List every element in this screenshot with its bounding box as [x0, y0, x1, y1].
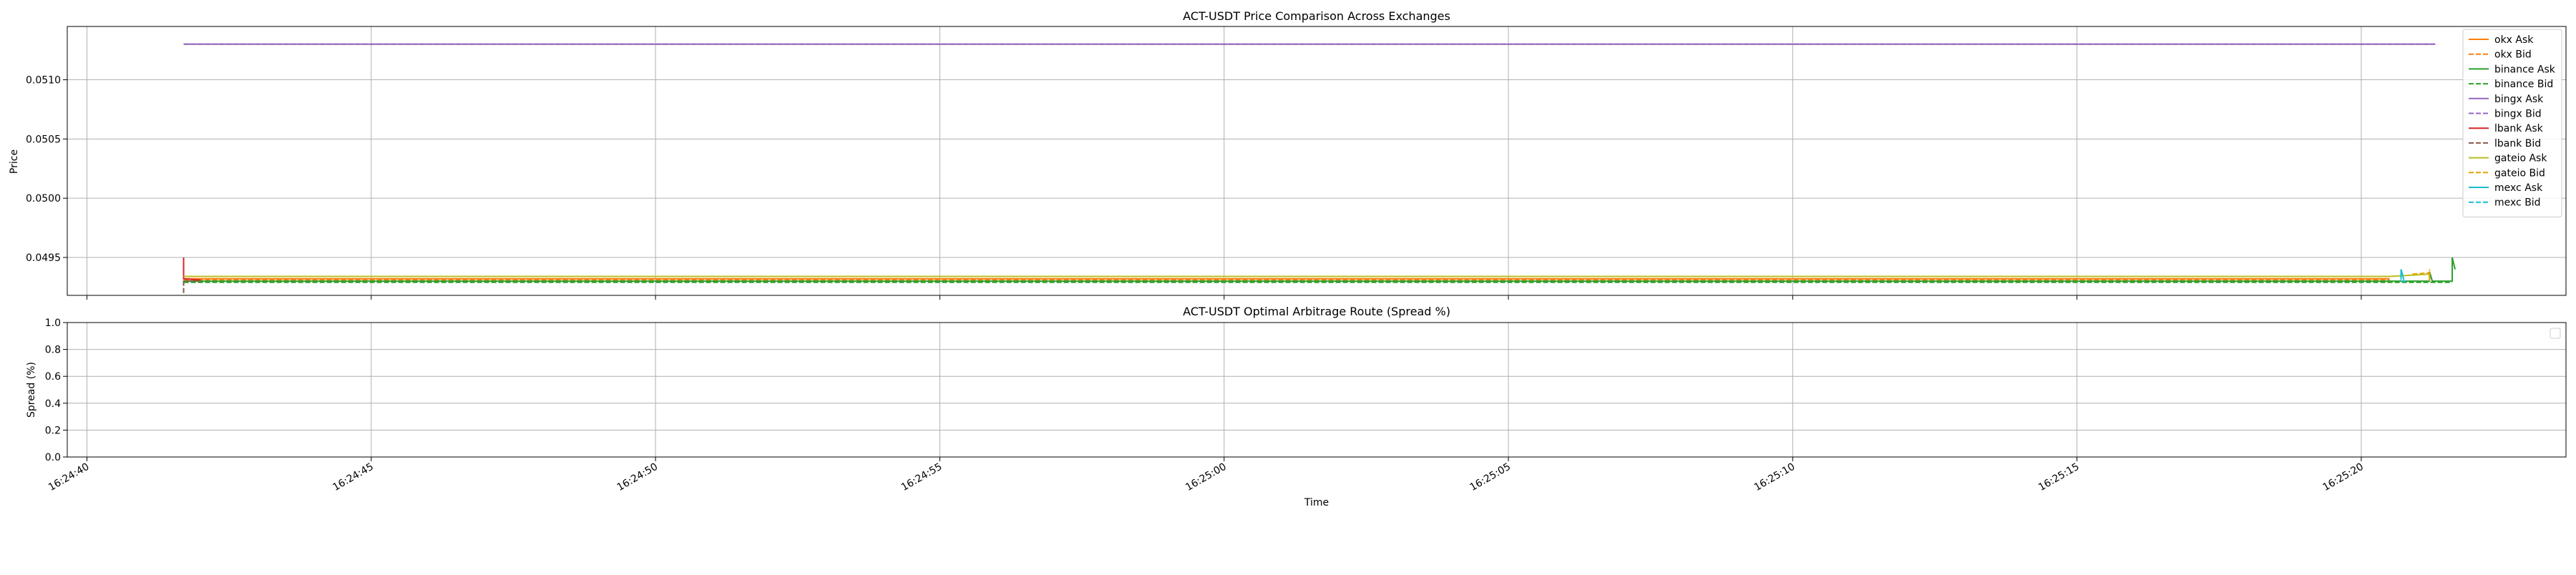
- spread-plot-frame: [67, 322, 2567, 458]
- price-y-tick-label: 0.0510: [26, 75, 61, 87]
- legend-label: lbank Ask: [2494, 123, 2544, 134]
- spread-y-axis: 0.0 0.2 0.4 0.6 0.8 1.0: [45, 318, 67, 463]
- legend-label: gateio Ask: [2494, 153, 2547, 164]
- series-line-mexc-ask: [2400, 269, 2405, 280]
- legend-label: mexc Bid: [2494, 197, 2541, 209]
- legend-label: gateio Bid: [2494, 167, 2545, 179]
- legend-label: mexc Ask: [2494, 182, 2543, 194]
- price-chart-title: ACT-USDT Price Comparison Across Exchang…: [1183, 9, 1450, 23]
- price-legend: okx Ask okx Bid binance Ask binance Bid bing…: [2462, 29, 2562, 217]
- spread-panel: 0.00.20.40.60.81.0 16:24:40 16:24:45 16:24…: [26, 305, 2567, 508]
- spread-y-tick-label: 0.2: [45, 425, 61, 436]
- series-line-gateio-bid: [2412, 269, 2431, 282]
- spread-chart-title: ACT-USDT Optimal Arbitrage Route (Spread…: [1183, 305, 1450, 318]
- legend-label: lbank Bid: [2494, 138, 2541, 149]
- price-y-axis: 0.0495 0.0500 0.0505 0.0510: [26, 75, 67, 264]
- spread-y-tick-label: 0.4: [45, 398, 61, 410]
- legend-label: bingx Bid: [2494, 109, 2542, 120]
- price-panel: 0.0495 0.0500 0.0505 0.0510 ACT-USDT Price …: [9, 9, 2567, 300]
- spread-y-tick-label: 0.0: [45, 452, 61, 463]
- price-plot-frame: [67, 26, 2567, 296]
- legend-label: bingx Ask: [2494, 94, 2544, 105]
- price-legend-box: [2462, 29, 2562, 217]
- price-y-tick-label: 0.0500: [26, 193, 61, 205]
- price-y-axis-label: Price: [9, 149, 20, 174]
- spread-y-tick-label: 0.6: [45, 371, 61, 383]
- series-line-lbank-ask: [182, 257, 201, 281]
- legend-label: okx Bid: [2494, 49, 2532, 61]
- spread-y-tick-label: 0.8: [45, 345, 61, 356]
- legend-label: binance Ask: [2494, 64, 2556, 75]
- spread-x-axis-label: Time: [1304, 497, 1329, 508]
- price-grid: [67, 26, 2566, 295]
- price-x-axis: [87, 295, 2362, 300]
- spread-y-axis-label: Spread (%): [26, 362, 37, 418]
- price-series-lines: [182, 43, 2456, 293]
- legend-label: binance Bid: [2494, 79, 2553, 90]
- price-y-tick-label: 0.0495: [26, 252, 61, 264]
- spread-y-tick-label: 1.0: [45, 318, 61, 329]
- legend-label: okx Ask: [2494, 34, 2534, 46]
- spread-legend-box: [2550, 328, 2561, 339]
- spread-plot-area: [67, 323, 2566, 457]
- price-y-tick-label: 0.0505: [26, 134, 61, 145]
- price-plot-area: [67, 26, 2566, 295]
- series-line-lbank-bid: [182, 280, 201, 293]
